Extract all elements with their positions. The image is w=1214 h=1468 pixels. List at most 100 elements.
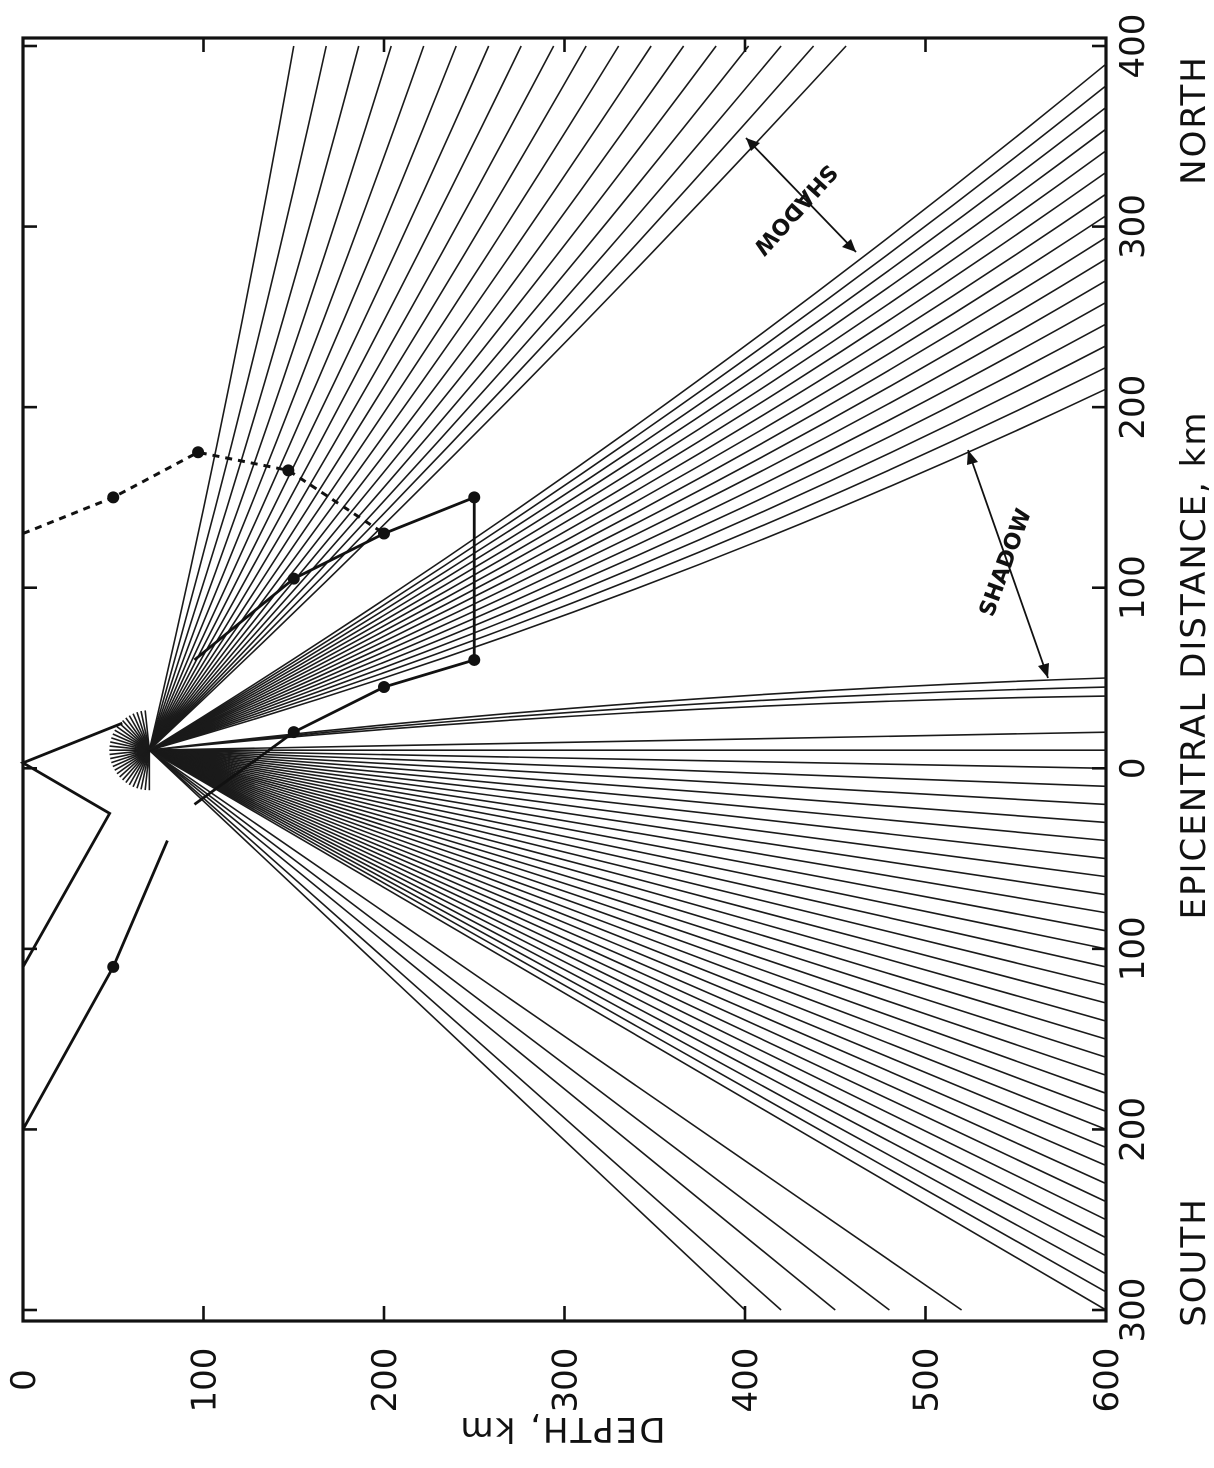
ray-path (149, 749, 1107, 1185)
ray-path (148, 749, 1107, 1257)
ray-path (149, 749, 1107, 1077)
distance-tick-label: 400 (1113, 14, 1153, 79)
ray-path (149, 749, 1107, 788)
ray-path (149, 731, 1107, 752)
contour-solid-top (19, 721, 123, 968)
contour-marker (378, 681, 390, 694)
contour-marker (468, 653, 481, 666)
ray-path (148, 150, 1107, 751)
ray-path (144, 710, 151, 751)
ray-path (148, 45, 685, 751)
depth-axis-label: DEPTH, km (459, 1409, 666, 1449)
ray-path (148, 85, 1107, 751)
ray-path (149, 749, 1107, 986)
shadow-label-north: SHADOW (748, 159, 842, 259)
south-label: SOUTH (1174, 1197, 1214, 1327)
ray-path (149, 749, 1107, 1004)
ray-path (148, 45, 652, 751)
ray-path (148, 749, 1107, 1239)
distance-tick-label: 100 (1113, 555, 1153, 620)
ray-path (149, 749, 1107, 1040)
contour-lines (19, 446, 481, 1131)
depth-tick-label: 300 (546, 1348, 586, 1413)
ray-path (149, 236, 1107, 751)
distance-tick-label: 100 (1113, 916, 1153, 981)
ray-path (149, 749, 1107, 770)
ray-path (148, 45, 522, 751)
contour-marker (378, 527, 390, 540)
depth-tick-label: 400 (726, 1348, 766, 1413)
contour-marker (287, 726, 300, 739)
ray-path (149, 749, 1107, 1022)
ray-path (148, 171, 1107, 751)
ray-path (149, 749, 1107, 1058)
ray-path (148, 45, 620, 751)
ray-path (148, 749, 1107, 1275)
ray-path (148, 45, 457, 751)
ray-path (148, 45, 392, 751)
ray-path (148, 45, 587, 751)
ray-path (149, 345, 1107, 751)
axis-ticks (21, 38, 1108, 1321)
ray-path (149, 749, 1107, 1149)
ray-path (148, 128, 1107, 751)
ray-path (148, 749, 1107, 1293)
depth-tick-label: 200 (365, 1348, 405, 1413)
distance-tick-label: 300 (1113, 194, 1153, 259)
ray-paths (109, 45, 1107, 1311)
ray-path (148, 749, 1107, 1311)
depth-tick-label: 0 (4, 1369, 44, 1391)
ray-path (149, 677, 1107, 752)
ray-path (148, 45, 750, 751)
ray-path (148, 45, 782, 751)
ray-path (148, 45, 425, 751)
ray-path (148, 749, 890, 1311)
contour-marker (107, 960, 120, 973)
depth-tick-label: 100 (185, 1348, 225, 1413)
ray-path (148, 45, 328, 751)
ray-path (149, 749, 1107, 1167)
ray-path (149, 749, 1107, 896)
ray-path (148, 45, 815, 751)
distance-tick-label: 0 (1113, 757, 1153, 779)
distance-axis-label: EPICENTRAL DISTANCE, km (1174, 411, 1214, 920)
ray-path (148, 749, 746, 1311)
ray-path (149, 749, 1107, 824)
ray-path (149, 749, 1107, 860)
north-label: NORTH (1174, 55, 1214, 185)
ray-path (148, 45, 555, 751)
ray-path (149, 258, 1107, 751)
contour-marker (282, 464, 295, 477)
ray-path (148, 45, 360, 751)
ray-path (149, 749, 1107, 1095)
contour-marker (287, 572, 300, 585)
ray-path (149, 749, 1107, 914)
contour-solid-south (21, 839, 169, 1131)
ray-path (149, 749, 1107, 842)
ray-path (149, 749, 1107, 878)
ray-path (149, 749, 1107, 1113)
ray-path (149, 749, 1107, 1131)
ray-path (148, 749, 782, 1311)
distance-tick-label: 200 (1113, 375, 1153, 440)
ray-path (148, 749, 963, 1311)
ray-path (149, 366, 1107, 751)
contour-marker (468, 491, 481, 504)
distance-tick-label: 200 (1113, 1097, 1153, 1162)
ray-path (148, 45, 295, 751)
shadow-annotation-north: SHADOW (745, 137, 857, 260)
distance-tick-label: 300 (1113, 1278, 1153, 1343)
ray-path (148, 45, 717, 751)
distance-tick-labels: 300 200 100 0 100 200 300 400 (1113, 14, 1153, 1343)
shadow-label-south: SHADOW (975, 506, 1037, 620)
ray-path (149, 749, 1107, 932)
contour-closed (193, 495, 476, 806)
depth-tick-label: 500 (907, 1348, 947, 1413)
ray-path (148, 45, 847, 751)
ray-path (148, 749, 1107, 1221)
ray-path (148, 749, 836, 1311)
contour-marker (107, 491, 120, 504)
ray-path (149, 193, 1107, 751)
ray-path (149, 323, 1107, 751)
